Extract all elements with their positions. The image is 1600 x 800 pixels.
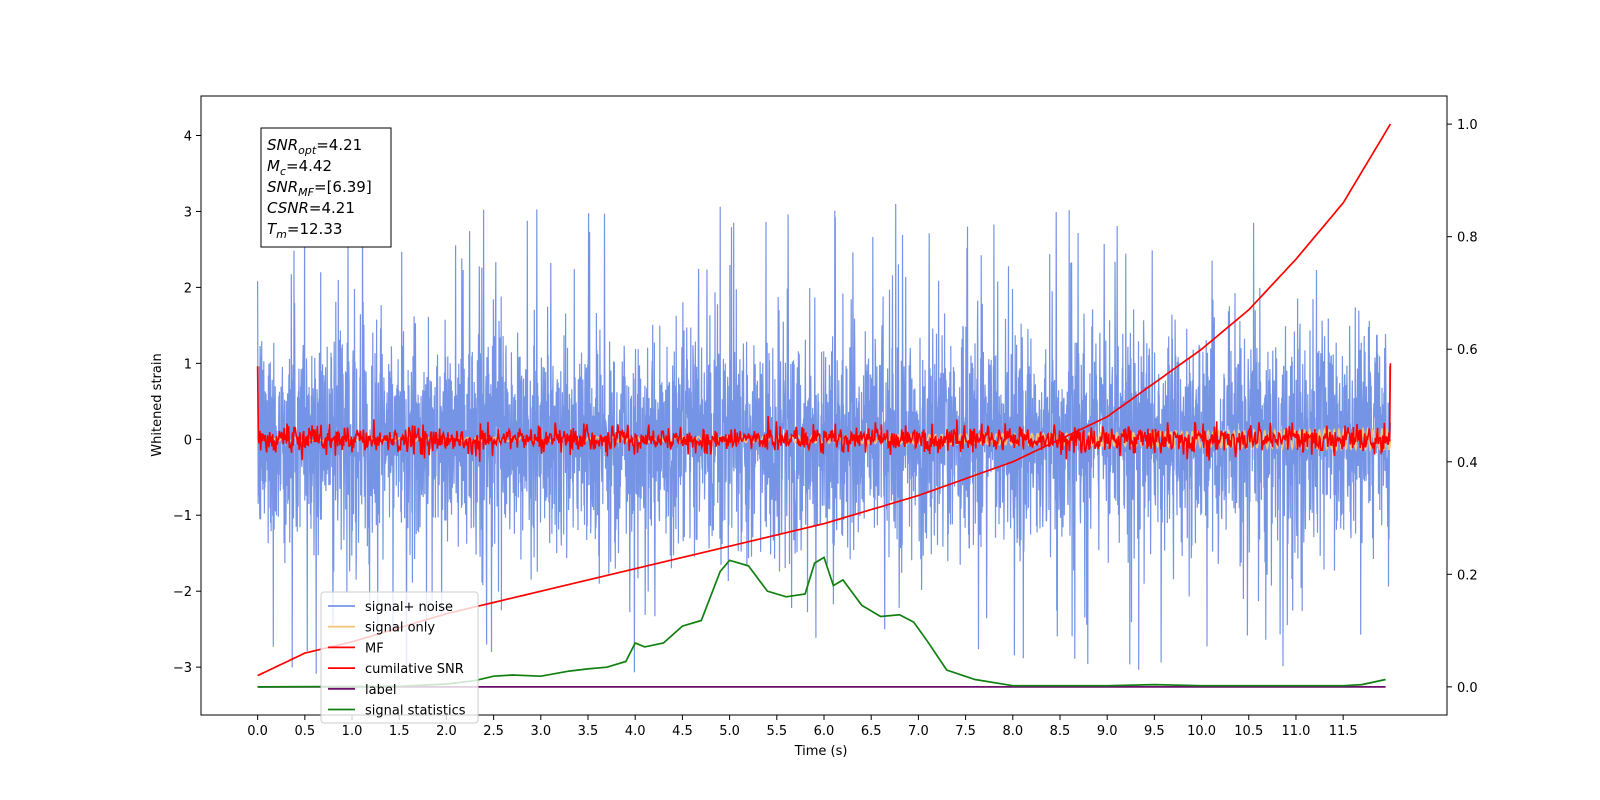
y-axis-right: 0.0 0.2 0.4 0.6 0.8 1.0 <box>1447 118 1478 696</box>
x-tick-label: 8.0 <box>1002 724 1023 739</box>
y2-tick-label: 1.0 <box>1457 118 1478 133</box>
legend-label-mf: MF <box>365 641 384 656</box>
y-tick-label: 4 <box>184 129 192 144</box>
series-signal-statistics <box>257 556 1386 688</box>
legend-label-cumilative-snr: cumilative SNR <box>365 662 464 677</box>
annotation-symbol: M <box>267 157 280 175</box>
legend-frame <box>320 591 479 724</box>
annotation-line: CSNR=4.21 <box>267 199 355 217</box>
x-tick-label: 2.0 <box>436 724 457 739</box>
legend-label-signal-noise: signal+ noise <box>365 600 453 615</box>
annotation-subscript: MF <box>298 186 314 199</box>
x-tick-label: 5.0 <box>719 724 740 739</box>
y-tick-label: −2 <box>173 585 192 600</box>
legend-label-signal-only: signal only <box>365 621 435 636</box>
y-tick-label: 0 <box>184 433 192 448</box>
series-mf <box>256 363 1392 462</box>
x-tick-label: 10.5 <box>1234 724 1263 739</box>
y2-tick-label: 0.0 <box>1457 681 1478 696</box>
y-axis-left: −3 −2 −1 0 1 2 3 4 <box>173 129 201 676</box>
y2-tick-label: 0.8 <box>1457 231 1478 246</box>
y-tick-label: −1 <box>173 509 192 524</box>
x-tick-label: 11.0 <box>1281 724 1310 739</box>
y-tick-label: 1 <box>184 357 192 372</box>
annotation-line: SNRMF=[6.39] <box>267 178 372 199</box>
annotation-symbol: T <box>267 220 278 238</box>
annotation-line: Mc=4.42 <box>267 157 332 178</box>
x-tick-label: 3.0 <box>530 724 551 739</box>
annotation-box: SNRopt=4.21Mc=4.42SNRMF=[6.39]CSNR=4.21T… <box>260 127 392 248</box>
x-tick-label: 6.0 <box>814 724 835 739</box>
annotation-subscript: c <box>280 165 286 178</box>
x-tick-label: 7.5 <box>955 724 976 739</box>
legend-label-signal-statistics: signal statistics <box>365 704 466 719</box>
annotation-symbol: SNR <box>267 136 298 154</box>
x-tick-label: 4.5 <box>672 724 693 739</box>
annotation-subscript: m <box>276 228 287 241</box>
x-tick-label: 9.5 <box>1144 724 1165 739</box>
annotation-frame <box>260 127 392 248</box>
x-tick-label: 10.0 <box>1187 724 1216 739</box>
y-tick-label: 3 <box>184 205 192 220</box>
y-tick-label: −3 <box>173 661 192 676</box>
y2-tick-label: 0.4 <box>1457 456 1478 471</box>
y2-tick-label: 0.6 <box>1457 343 1478 358</box>
x-tick-label: 0.5 <box>294 724 315 739</box>
x-tick-label: 0.0 <box>247 724 268 739</box>
legend: signal+ noise signal only MF cumilative SNR… <box>320 591 479 724</box>
x-tick-label: 3.5 <box>578 724 599 739</box>
annotation-value: =4.21 <box>316 136 362 154</box>
legend-label-label: label <box>365 683 396 698</box>
x-tick-label: 1.5 <box>389 724 410 739</box>
x-tick-label: 6.5 <box>861 724 882 739</box>
x-tick-label: 7.0 <box>908 724 929 739</box>
annotation-value: =4.42 <box>286 157 332 175</box>
x-tick-label: 4.0 <box>625 724 646 739</box>
x-tick-label: 2.5 <box>483 724 504 739</box>
x-axis: 0.0 0.5 1.0 1.5 2.0 2.5 3.0 3.5 4.0 4.5 5.0 5.5 6.0 6… <box>247 715 1358 739</box>
annotation-symbol: SNR <box>267 178 298 196</box>
x-tick-label: 11.5 <box>1329 724 1358 739</box>
annotation-value: =4.21 <box>309 199 355 217</box>
x-tick-label: 9.0 <box>1097 724 1118 739</box>
annotation-line: SNRopt=4.21 <box>267 136 362 157</box>
y-axis-label: Whitened strain <box>150 353 165 456</box>
x-tick-label: 8.5 <box>1050 724 1071 739</box>
y-tick-label: 2 <box>184 281 192 296</box>
x-tick-label: 5.5 <box>766 724 787 739</box>
annotation-subscript: opt <box>298 144 317 157</box>
y2-tick-label: 0.2 <box>1457 568 1478 583</box>
x-axis-label: Time (s) <box>794 744 848 759</box>
annotation-value: =[6.39] <box>314 178 372 196</box>
annotation-value: =12.33 <box>287 220 343 238</box>
series-signal-noise <box>257 203 1391 674</box>
annotation-symbol: CSNR <box>267 199 309 217</box>
annotation-line: Tm=12.33 <box>267 220 342 241</box>
x-tick-label: 1.0 <box>342 724 363 739</box>
